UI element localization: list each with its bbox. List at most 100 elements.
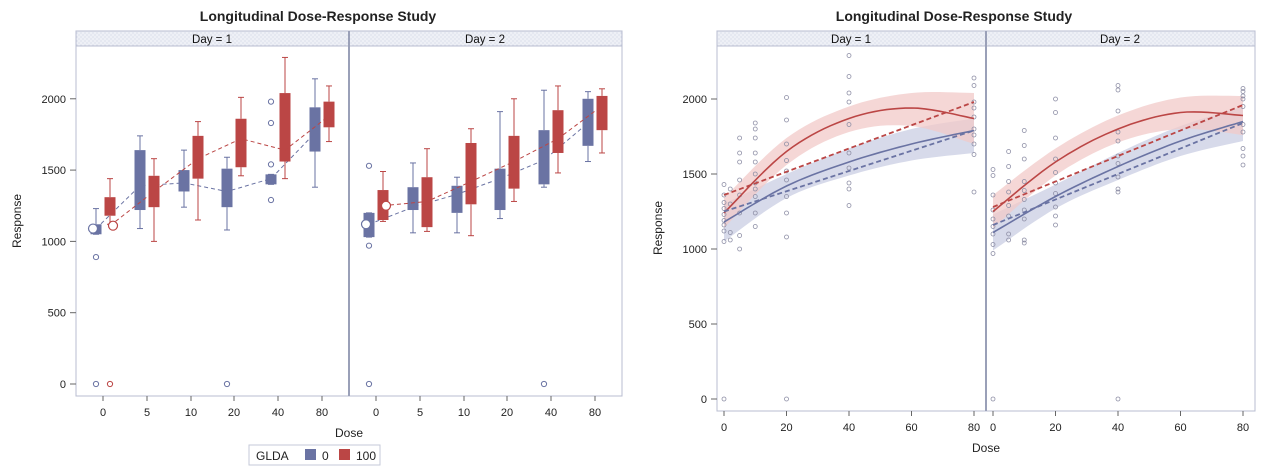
box-y-tick-label: 1000 [42,236,66,248]
scatter-point [971,141,977,147]
box-x-tick-label: 10 [185,407,197,419]
box-rect [552,110,564,153]
box-x-tick-label: 40 [272,407,284,419]
scatter-x-axis-label: Dose [972,441,1000,455]
scatter-point [1053,191,1058,196]
scatter-linear-fit [992,122,1244,226]
legend: GLDA 0 100 [248,444,381,466]
scatter-point [971,189,977,195]
box-mean-line [368,122,589,225]
box-outlier [540,380,548,388]
scatter-point [846,150,852,156]
scatter-point [784,117,789,123]
box-x-axis: 0 5 10 20 40 80 0 5 10 20 40 80 [100,396,601,419]
scatter-point [1006,189,1012,195]
scatter-point [846,90,852,96]
scatter-point [721,182,727,187]
legend-swatch-100 [339,449,350,460]
scatter-point [1115,129,1121,135]
scatter-quadratic-fit [723,107,975,214]
scatter-confidence-band [724,92,974,228]
box-outlier [267,161,275,168]
scatter-y-tick-label: 0 [701,394,707,406]
scatter-linear-fit [723,129,975,213]
box-rect [309,107,321,152]
box-rect [582,98,594,146]
scatter-point [784,234,789,240]
scatter-point [1115,138,1121,144]
scatter-point [727,186,733,192]
scatter-point [990,167,996,172]
scatter-point [1053,135,1058,141]
scatter-point [752,120,758,126]
box-mean-line [109,115,330,227]
scatter-point [990,396,996,402]
scatter-panel-2-plot [990,83,1246,402]
scatter-point [737,135,743,141]
box-x-tick-label: 20 [501,407,513,419]
scatter-point [1115,161,1121,166]
scatter-point [846,99,852,105]
scatter-point [727,230,733,235]
scatter-y-tick-label: 1500 [683,169,707,181]
box-mean-marker [360,219,372,230]
scatter-point [1021,216,1027,222]
scatter-point [1115,108,1121,114]
scatter-panel-1-plot [721,53,977,402]
scatter-point [1240,153,1246,159]
box-rect [134,150,146,211]
box-rect [265,174,277,185]
box-rect [421,177,433,228]
scatter-x-tick-label: 80 [1237,422,1249,434]
scatter-point [1053,170,1058,175]
box-x-tick-label: 0 [373,407,379,419]
box-y-axis: 0 500 1000 1500 2000 [42,94,76,391]
box-rect [451,185,463,213]
scatter-x-tick-label: 0 [990,422,996,434]
box-rect [494,168,506,211]
scatter-point [846,180,852,186]
box-rect [221,168,233,208]
scatter-point [752,224,758,229]
scatter-point [971,75,977,81]
box-y-tick-label: 0 [60,379,66,391]
box-outlier [365,242,373,249]
box-y-tick-label: 1500 [42,165,66,177]
box-y-tick-label: 2000 [42,94,66,106]
scatter-point [1115,87,1121,93]
box-outlier [92,380,100,388]
scatter-x-tick-label: 0 [721,422,727,434]
scatter-point [752,135,758,141]
scatter-point [1240,162,1246,168]
box-outlier [365,380,373,388]
scatter-point [990,173,996,178]
scatter-point [971,152,977,157]
scatter-point [846,203,852,208]
scatter-point [752,194,758,199]
scatter-y-tick-label: 500 [689,319,707,331]
box-x-tick-label: 80 [589,407,601,419]
box-x-tick-label: 0 [100,407,106,419]
legend-title: GLDA [256,449,289,463]
scatter-point [1006,231,1012,237]
scatter-point [727,237,733,243]
scatter-chart: Longitudinal Dose-Response Study Day = 1… [651,8,1256,455]
scatter-point [737,246,743,252]
box-x-tick-label: 5 [417,407,423,419]
scatter-y-tick-label: 1000 [683,244,707,256]
scatter-point [1053,156,1058,162]
scatter-point [1021,128,1027,133]
scatter-point [971,132,977,138]
scatter-confidence-band [993,95,1243,228]
box-mean-line [95,132,316,229]
box-chart-title: Longitudinal Dose-Response Study [200,8,437,24]
box-outlier [267,98,275,105]
box-rect [279,93,291,162]
box-x-tick-label: 5 [144,407,150,419]
scatter-x-tick-label: 20 [780,422,792,434]
box-y-tick-label: 500 [48,308,66,320]
box-rect [538,130,550,185]
scatter-panel-1-label: Day = 1 [831,34,871,46]
scatter-point [784,158,789,163]
scatter-linear-fit [992,104,1244,208]
